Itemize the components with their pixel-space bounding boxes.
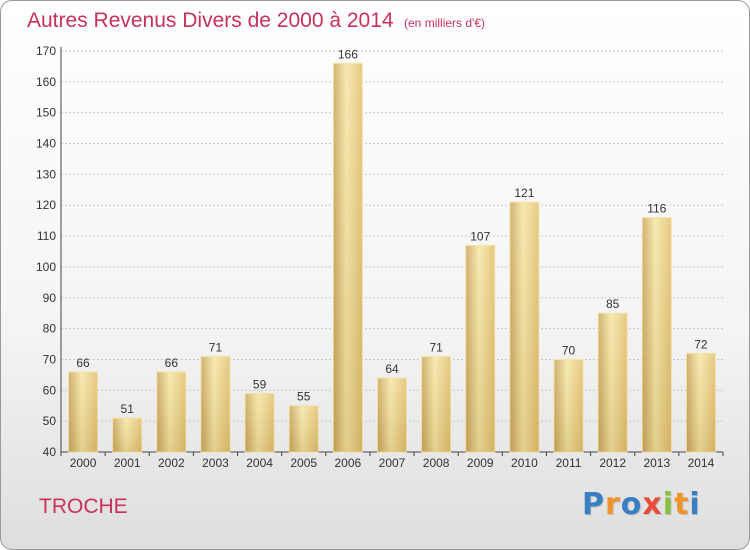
x-tick-label: 2003 (202, 456, 229, 470)
x-tick-label: 2010 (511, 456, 538, 470)
y-tick-label: 160 (36, 75, 56, 89)
y-tick-label: 140 (36, 137, 56, 151)
bar-shade (598, 313, 628, 452)
x-tick-label: 2012 (599, 456, 626, 470)
bar-shade (686, 353, 716, 452)
bar-shade (245, 393, 275, 452)
bar-shade (333, 63, 363, 452)
data-label: 166 (338, 47, 358, 61)
logo-letter: t (674, 487, 690, 522)
data-label: 107 (470, 229, 490, 243)
y-tick-label: 70 (43, 352, 57, 366)
y-tick-label: 120 (36, 198, 56, 212)
data-label: 64 (385, 362, 399, 376)
data-label: 59 (253, 377, 267, 391)
bar-shade (289, 405, 319, 452)
data-label: 116 (647, 202, 666, 216)
x-tick-label: 2006 (335, 456, 362, 470)
x-tick-label: 2004 (246, 456, 273, 470)
data-label: 66 (165, 356, 179, 370)
bar-shade (377, 377, 407, 452)
logo-letter: o (620, 487, 643, 522)
logo-letter: P (582, 487, 605, 522)
y-tick-label: 100 (36, 260, 56, 274)
data-label: 121 (514, 186, 534, 200)
data-label: 66 (76, 356, 90, 370)
x-tick-label: 2001 (114, 456, 141, 470)
data-label: 71 (429, 340, 443, 354)
x-tick-label: 2014 (688, 456, 715, 470)
logo-letter: x (642, 487, 663, 522)
y-tick-label: 110 (37, 229, 56, 243)
bar-shade (156, 371, 186, 452)
y-tick-label: 80 (43, 322, 57, 336)
y-tick-label: 60 (43, 383, 57, 397)
data-label: 72 (694, 337, 708, 351)
x-tick-label: 2009 (467, 456, 494, 470)
commune-name: TROCHE (39, 495, 128, 518)
y-tick-label: 40 (43, 445, 57, 459)
bar-shade (642, 217, 672, 452)
chart-title-main: Autres Revenus Divers de 2000 à 2014 (27, 9, 394, 32)
x-tick-label: 2000 (70, 456, 97, 470)
data-label: 85 (606, 297, 620, 311)
x-tick-label: 2005 (290, 456, 317, 470)
x-tick-label: 2013 (643, 456, 670, 470)
y-tick-label: 50 (43, 414, 57, 428)
x-tick-label: 2011 (556, 456, 582, 470)
bar-shade (421, 356, 451, 452)
bar-shade (112, 418, 142, 452)
y-tick-label: 150 (36, 106, 56, 120)
bar-shade (509, 202, 539, 452)
chart-subtitle: (en milliers d'€) (404, 16, 485, 30)
data-label: 70 (562, 343, 576, 357)
bar-shade (465, 245, 495, 452)
bar-shade (200, 356, 230, 452)
y-tick-label: 90 (43, 291, 57, 305)
x-tick-label: 2008 (423, 456, 450, 470)
logo-letter: i (689, 487, 701, 522)
logo-letter: i (662, 487, 675, 522)
data-label: 55 (297, 390, 311, 404)
proxiti-logo[interactable]: Proxiti (582, 487, 701, 522)
data-label: 51 (121, 402, 135, 416)
chart-title: Autres Revenus Divers de 2000 à 2014 (en… (27, 9, 485, 33)
bar-shade (554, 359, 584, 452)
data-label: 71 (209, 340, 223, 354)
x-tick-label: 2007 (379, 456, 406, 470)
bar-shade (68, 371, 98, 452)
x-tick-label: 2002 (158, 456, 185, 470)
y-tick-label: 130 (36, 167, 56, 181)
y-tick-label: 170 (36, 44, 56, 58)
logo-letter: r (605, 487, 621, 522)
